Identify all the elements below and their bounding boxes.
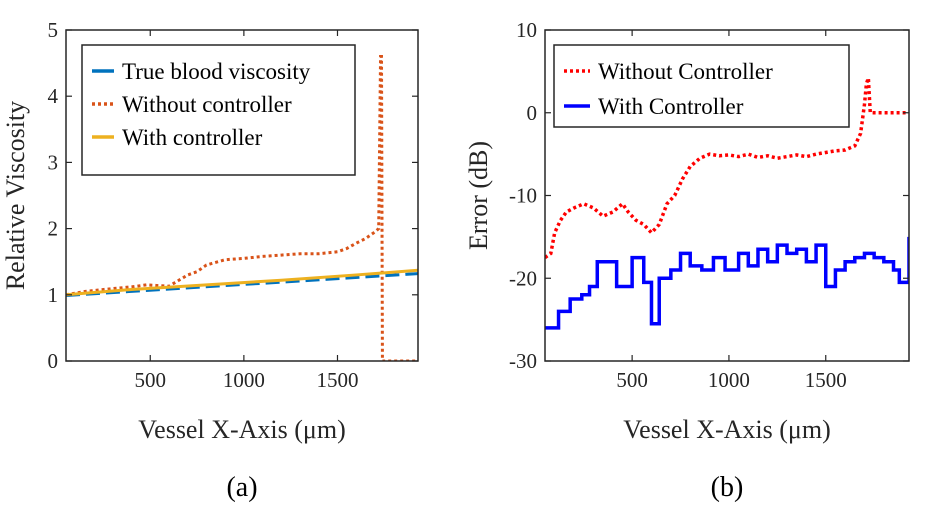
chart-a-ytick-label: 0 xyxy=(48,349,59,373)
chart-a-ytick-label: 2 xyxy=(48,217,59,241)
chart-a-legend-box xyxy=(81,44,356,176)
chart-a-ytick-label: 5 xyxy=(48,18,59,42)
chart-b-plot-area xyxy=(545,77,909,330)
chart-a-xtick-label: 1500 xyxy=(316,368,358,392)
chart-a-ytick-label: 3 xyxy=(48,150,59,174)
chart-b-ytick-label: 10 xyxy=(516,18,537,42)
chart-b-series-2-line xyxy=(545,236,909,330)
chart-a-legend: True blood viscosity Without controller Wi… xyxy=(81,44,356,176)
chart-a-caption: (a) xyxy=(226,472,257,503)
chart-a-xtick-label: 500 xyxy=(135,368,167,392)
chart-a-series-2-line xyxy=(66,54,418,361)
chart-b: 500 1000 1500 -30 -20 -10 0 10 Vessel X-Axis (μm… xyxy=(464,18,910,503)
chart-b-xtick-label: 500 xyxy=(616,368,648,392)
chart-b-ylabel: Error (dB) xyxy=(464,141,493,250)
chart-a: 500 1000 1500 0 1 2 3 4 5 Vessel X-Axis (μm) Relat… xyxy=(1,18,419,503)
chart-a-series-1-line xyxy=(66,272,418,297)
chart-b-ytick-label: -20 xyxy=(509,266,537,290)
chart-a-legend-label-1: True blood viscosity xyxy=(122,59,311,84)
chart-b-xtick-label: 1500 xyxy=(805,368,847,392)
chart-a-axes-frame xyxy=(65,29,419,362)
chart-a-ytick-label: 1 xyxy=(48,283,59,307)
chart-a-legend-label-3: With controller xyxy=(122,125,263,150)
chart-b-xtick-label: 1000 xyxy=(708,368,750,392)
chart-b-legend: Without Controller With Controller xyxy=(553,44,850,128)
chart-b-series-1-line xyxy=(545,77,909,259)
chart-a-xtick-label: 1000 xyxy=(223,368,265,392)
chart-a-series-3-line xyxy=(66,268,418,297)
chart-b-ytick-label: -10 xyxy=(509,184,537,208)
chart-a-xlabel: Vessel X-Axis (μm) xyxy=(138,415,345,444)
chart-a-legend-label-2: Without controller xyxy=(122,92,292,117)
chart-a-ytick-label: 4 xyxy=(48,84,59,108)
chart-b-legend-label-2: With Controller xyxy=(598,94,744,119)
chart-b-xlabel: Vessel X-Axis (μm) xyxy=(623,415,830,444)
chart-b-caption: (b) xyxy=(711,472,744,503)
chart-b-ytick-label: 0 xyxy=(527,101,538,125)
chart-b-legend-box xyxy=(553,44,850,128)
chart-b-legend-label-1: Without Controller xyxy=(598,59,773,84)
chart-a-ylabel: Relative Viscosity xyxy=(1,101,30,290)
chart-b-ytick-label: -30 xyxy=(509,349,537,373)
chart-a-plot-area xyxy=(66,54,418,361)
